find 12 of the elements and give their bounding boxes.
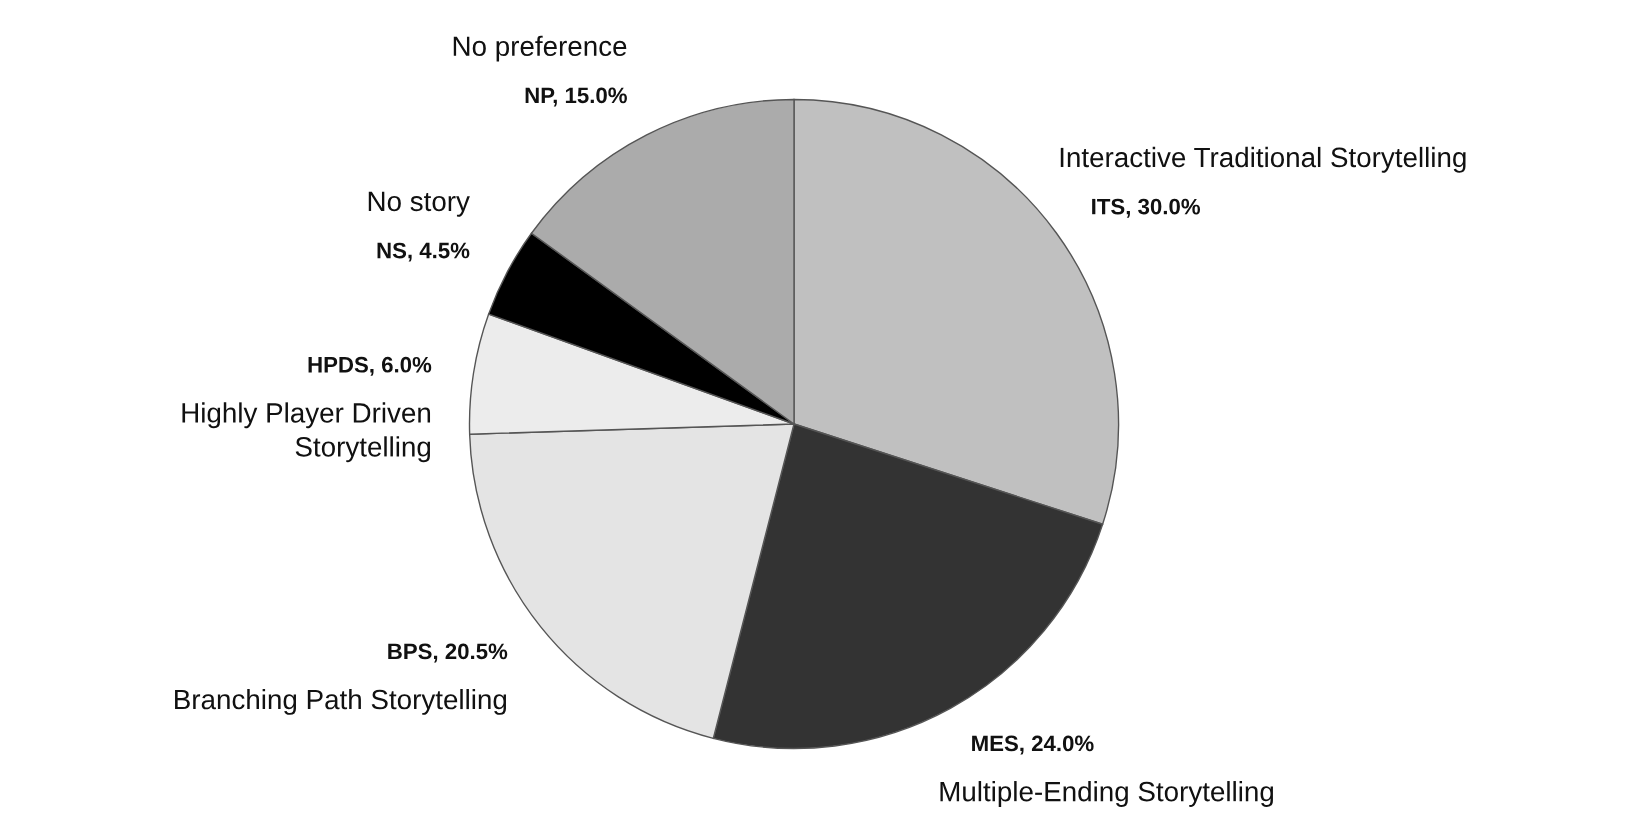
- text: Branching Path Storytelling: [175, 688, 507, 715]
- slice-label: NP, 15.0%: [525, 87, 627, 107]
- slice-label: MES, 24.0%: [972, 735, 1094, 755]
- slice-label: HPDS, 6.0%: [308, 356, 432, 376]
- slice-label: BPS, 20.5%: [388, 643, 508, 663]
- text: Multiple-Ending Storytelling: [940, 781, 1273, 807]
- text: No story: [368, 191, 470, 217]
- text: Highly Player Driven Storytelling: [182, 402, 431, 463]
- slice-label: NS, 4.5%: [377, 242, 470, 262]
- slice-label: ITS, 30.0%: [1092, 198, 1201, 218]
- text: Interactive Traditional Storytelling: [1060, 146, 1466, 173]
- text: No preference: [453, 35, 627, 62]
